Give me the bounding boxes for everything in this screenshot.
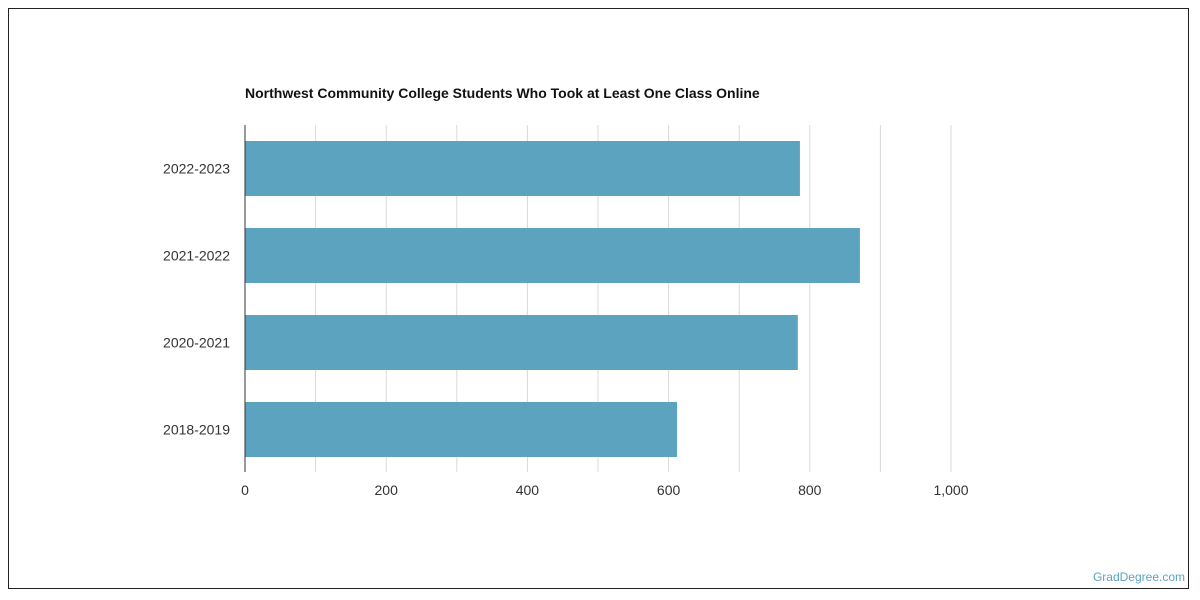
bar — [245, 402, 678, 457]
bar — [245, 228, 860, 283]
x-tick-label: 1,000 — [933, 482, 968, 498]
y-tick-label: 2018-2019 — [163, 422, 230, 438]
bar — [245, 141, 800, 196]
x-tick-label: 800 — [798, 482, 822, 498]
y-tick-label: 2021-2022 — [163, 248, 230, 264]
x-tick-label: 0 — [241, 482, 249, 498]
x-tick-label: 200 — [375, 482, 399, 498]
x-tick-label: 600 — [657, 482, 681, 498]
y-tick-label: 2020-2021 — [163, 335, 230, 351]
x-tick-label: 400 — [516, 482, 540, 498]
bar — [245, 315, 798, 370]
y-tick-label: 2022-2023 — [163, 161, 230, 177]
chart-title: Northwest Community College Students Who… — [245, 85, 760, 101]
source-link[interactable]: GradDegree.com — [1092, 570, 1185, 584]
